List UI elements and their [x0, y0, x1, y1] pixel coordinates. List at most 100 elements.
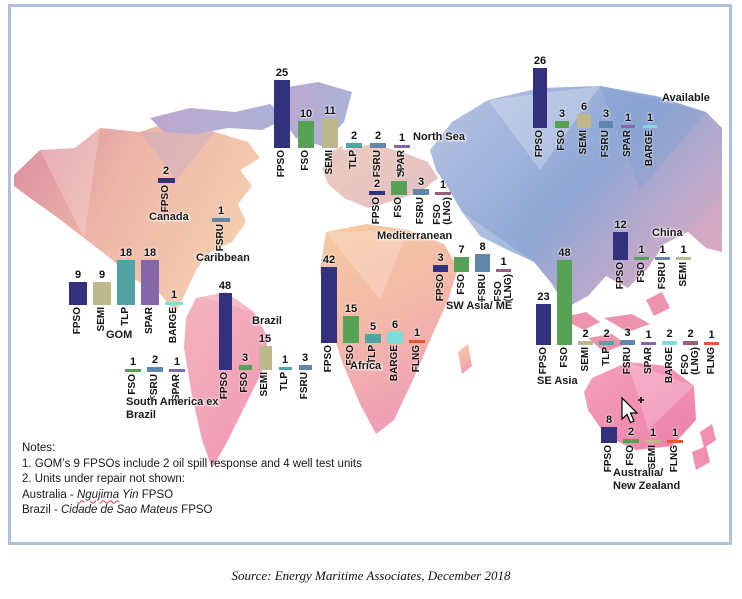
bar-type-label: FPSO: [219, 372, 230, 400]
region-group-canada: 2 FPSO: [154, 83, 178, 243]
region-group-caribbean: 1 FSRU: [209, 122, 233, 282]
bar-fpso: [69, 282, 87, 305]
region-label-africa: Africa: [350, 360, 382, 372]
bar-value: 1: [281, 354, 289, 366]
region-label-se-asia: SE Asia: [537, 375, 578, 387]
region-group-south-america-ex-brazil: 1 2 1 FSO FSRU SPAR: [122, 272, 188, 432]
region-group-brazil: 48 3 15 1 3 FPSO FSO SEMI TLP FSRU: [215, 270, 315, 430]
bar-fpso: [321, 267, 337, 343]
bar-fsru: [655, 257, 670, 260]
bar-fsru: [298, 365, 312, 370]
bar-flng: [409, 340, 425, 343]
bar-value: 1: [645, 329, 652, 341]
bar-value: 10: [299, 108, 313, 120]
bar-type-label: FPSO: [534, 130, 545, 158]
bar-value: 12: [614, 219, 627, 231]
bar-value: 48: [218, 280, 232, 292]
bar-type-label: FPSO: [323, 345, 334, 373]
island-new-zealand-north: [700, 424, 716, 448]
region-label-australia-new-zealand: Australia/ New Zealand: [613, 467, 681, 492]
region-group-se-asia: 23 48 2 2 3 1 2 2 1 FPSO FSO SEMI TLP FSRU SPAR BARGE FS…: [533, 245, 722, 405]
continent-africa: [320, 224, 458, 434]
bar-fpso: [157, 178, 175, 183]
region-group-available: 26 3 6 3 1 1 FPSO FSO SEMI FSRU SPAR BARGE: [529, 28, 661, 188]
bar-value: 2: [151, 354, 159, 366]
region-group-china: 12 1 1 1 FPSO FSO FSRU SEMI: [610, 160, 694, 320]
bar-type-label: BARGE: [389, 345, 400, 382]
bar-type-label: FPSO: [72, 307, 83, 335]
bar-value: 18: [119, 247, 133, 259]
bar-value: 1: [500, 256, 507, 268]
bar-fsru: [370, 143, 386, 148]
bar-tlp: [365, 334, 381, 343]
bar-flng: [704, 342, 719, 345]
bar-barge: [662, 341, 677, 345]
continent-asia: [430, 86, 722, 308]
continent-north-america: [14, 120, 260, 312]
bar-type-label: SEMI: [259, 372, 270, 397]
bar-value: 1: [129, 356, 137, 368]
bar-fso: [391, 181, 407, 195]
bar-fsru: [620, 340, 635, 345]
bar-value: 1: [638, 244, 645, 256]
island-britain: [330, 146, 346, 164]
bar-type-label: FPSO: [434, 274, 446, 302]
region-label-gom: GOM: [106, 329, 133, 341]
bar-semi: [322, 118, 338, 148]
bar-value: 18: [143, 247, 157, 259]
bar-type-label: SEMI: [579, 347, 591, 372]
region-group-australia-new-zealand: 8 2 1 1 FPSO FSO SEMI FLNG: [598, 343, 686, 503]
bar-type-label: FSRU: [215, 224, 226, 252]
bar-type-label: FSO: [556, 130, 567, 151]
bar-value: 2: [666, 328, 673, 340]
bar-value: 1: [217, 205, 225, 217]
bar-fso: [343, 316, 359, 343]
bar-fso: [454, 257, 469, 272]
region-label-brazil: Brazil: [252, 315, 282, 327]
misspelled-vessel-name: Ngujima: [76, 488, 120, 501]
bar-value: 8: [479, 241, 486, 253]
bar-fso: [125, 369, 141, 372]
notes-block: Notes: 1. GOM’s 9 FPSOs include 2 oil sp…: [22, 441, 362, 519]
bar-value: 5: [369, 321, 377, 333]
region-group-mediterranean: 2 7 3 1 FPSO FSO FSRU FSO (LNG): [366, 95, 454, 255]
bar-semi: [93, 282, 111, 305]
islands-se-asia-2: [604, 314, 650, 332]
source-caption: Source: Energy Maritime Associates, Dece…: [231, 568, 511, 583]
bar-type-label: FLNG: [705, 347, 717, 375]
bar-type-label: FPSO: [371, 197, 382, 225]
bar-tlp: [117, 260, 135, 305]
bar-fso: [555, 121, 569, 128]
island-madagascar: [458, 344, 472, 374]
region-group-africa: 42 15 5 6 1 FPSO FSO TLP BARGE FLNG: [318, 243, 428, 403]
bar-value: 2: [687, 328, 694, 340]
bar-fso: [623, 439, 639, 443]
bar-value: 23: [537, 291, 550, 303]
bar-type-label: SEMI: [96, 307, 107, 332]
bar-value: 6: [391, 319, 399, 331]
bar-value: 26: [533, 55, 547, 67]
bar-value: 15: [258, 333, 272, 345]
bar-value: 1: [680, 244, 687, 256]
bar-fsru: [212, 218, 230, 222]
bar-type-label: FSO (LNG): [492, 274, 514, 302]
bar-fpso: [274, 80, 290, 148]
bar-semi: [676, 257, 691, 260]
bar-type-label: SPAR: [622, 130, 633, 158]
bar-tlp: [599, 341, 614, 345]
bar-barge: [387, 332, 403, 343]
bar-value: 1: [671, 427, 679, 439]
bar-fpso: [601, 427, 617, 443]
bar-value: 2: [627, 426, 635, 438]
bar-value: 3: [602, 108, 610, 120]
bar-value: 1: [413, 327, 421, 339]
continent-south-america: [184, 292, 268, 468]
bar-spar: [141, 260, 159, 305]
bar-type-label: SEMI: [578, 130, 589, 155]
bar-value: 8: [605, 414, 613, 426]
bar-semi: [577, 114, 591, 128]
bar-value: 3: [437, 252, 444, 264]
bar-barge: [643, 125, 657, 128]
